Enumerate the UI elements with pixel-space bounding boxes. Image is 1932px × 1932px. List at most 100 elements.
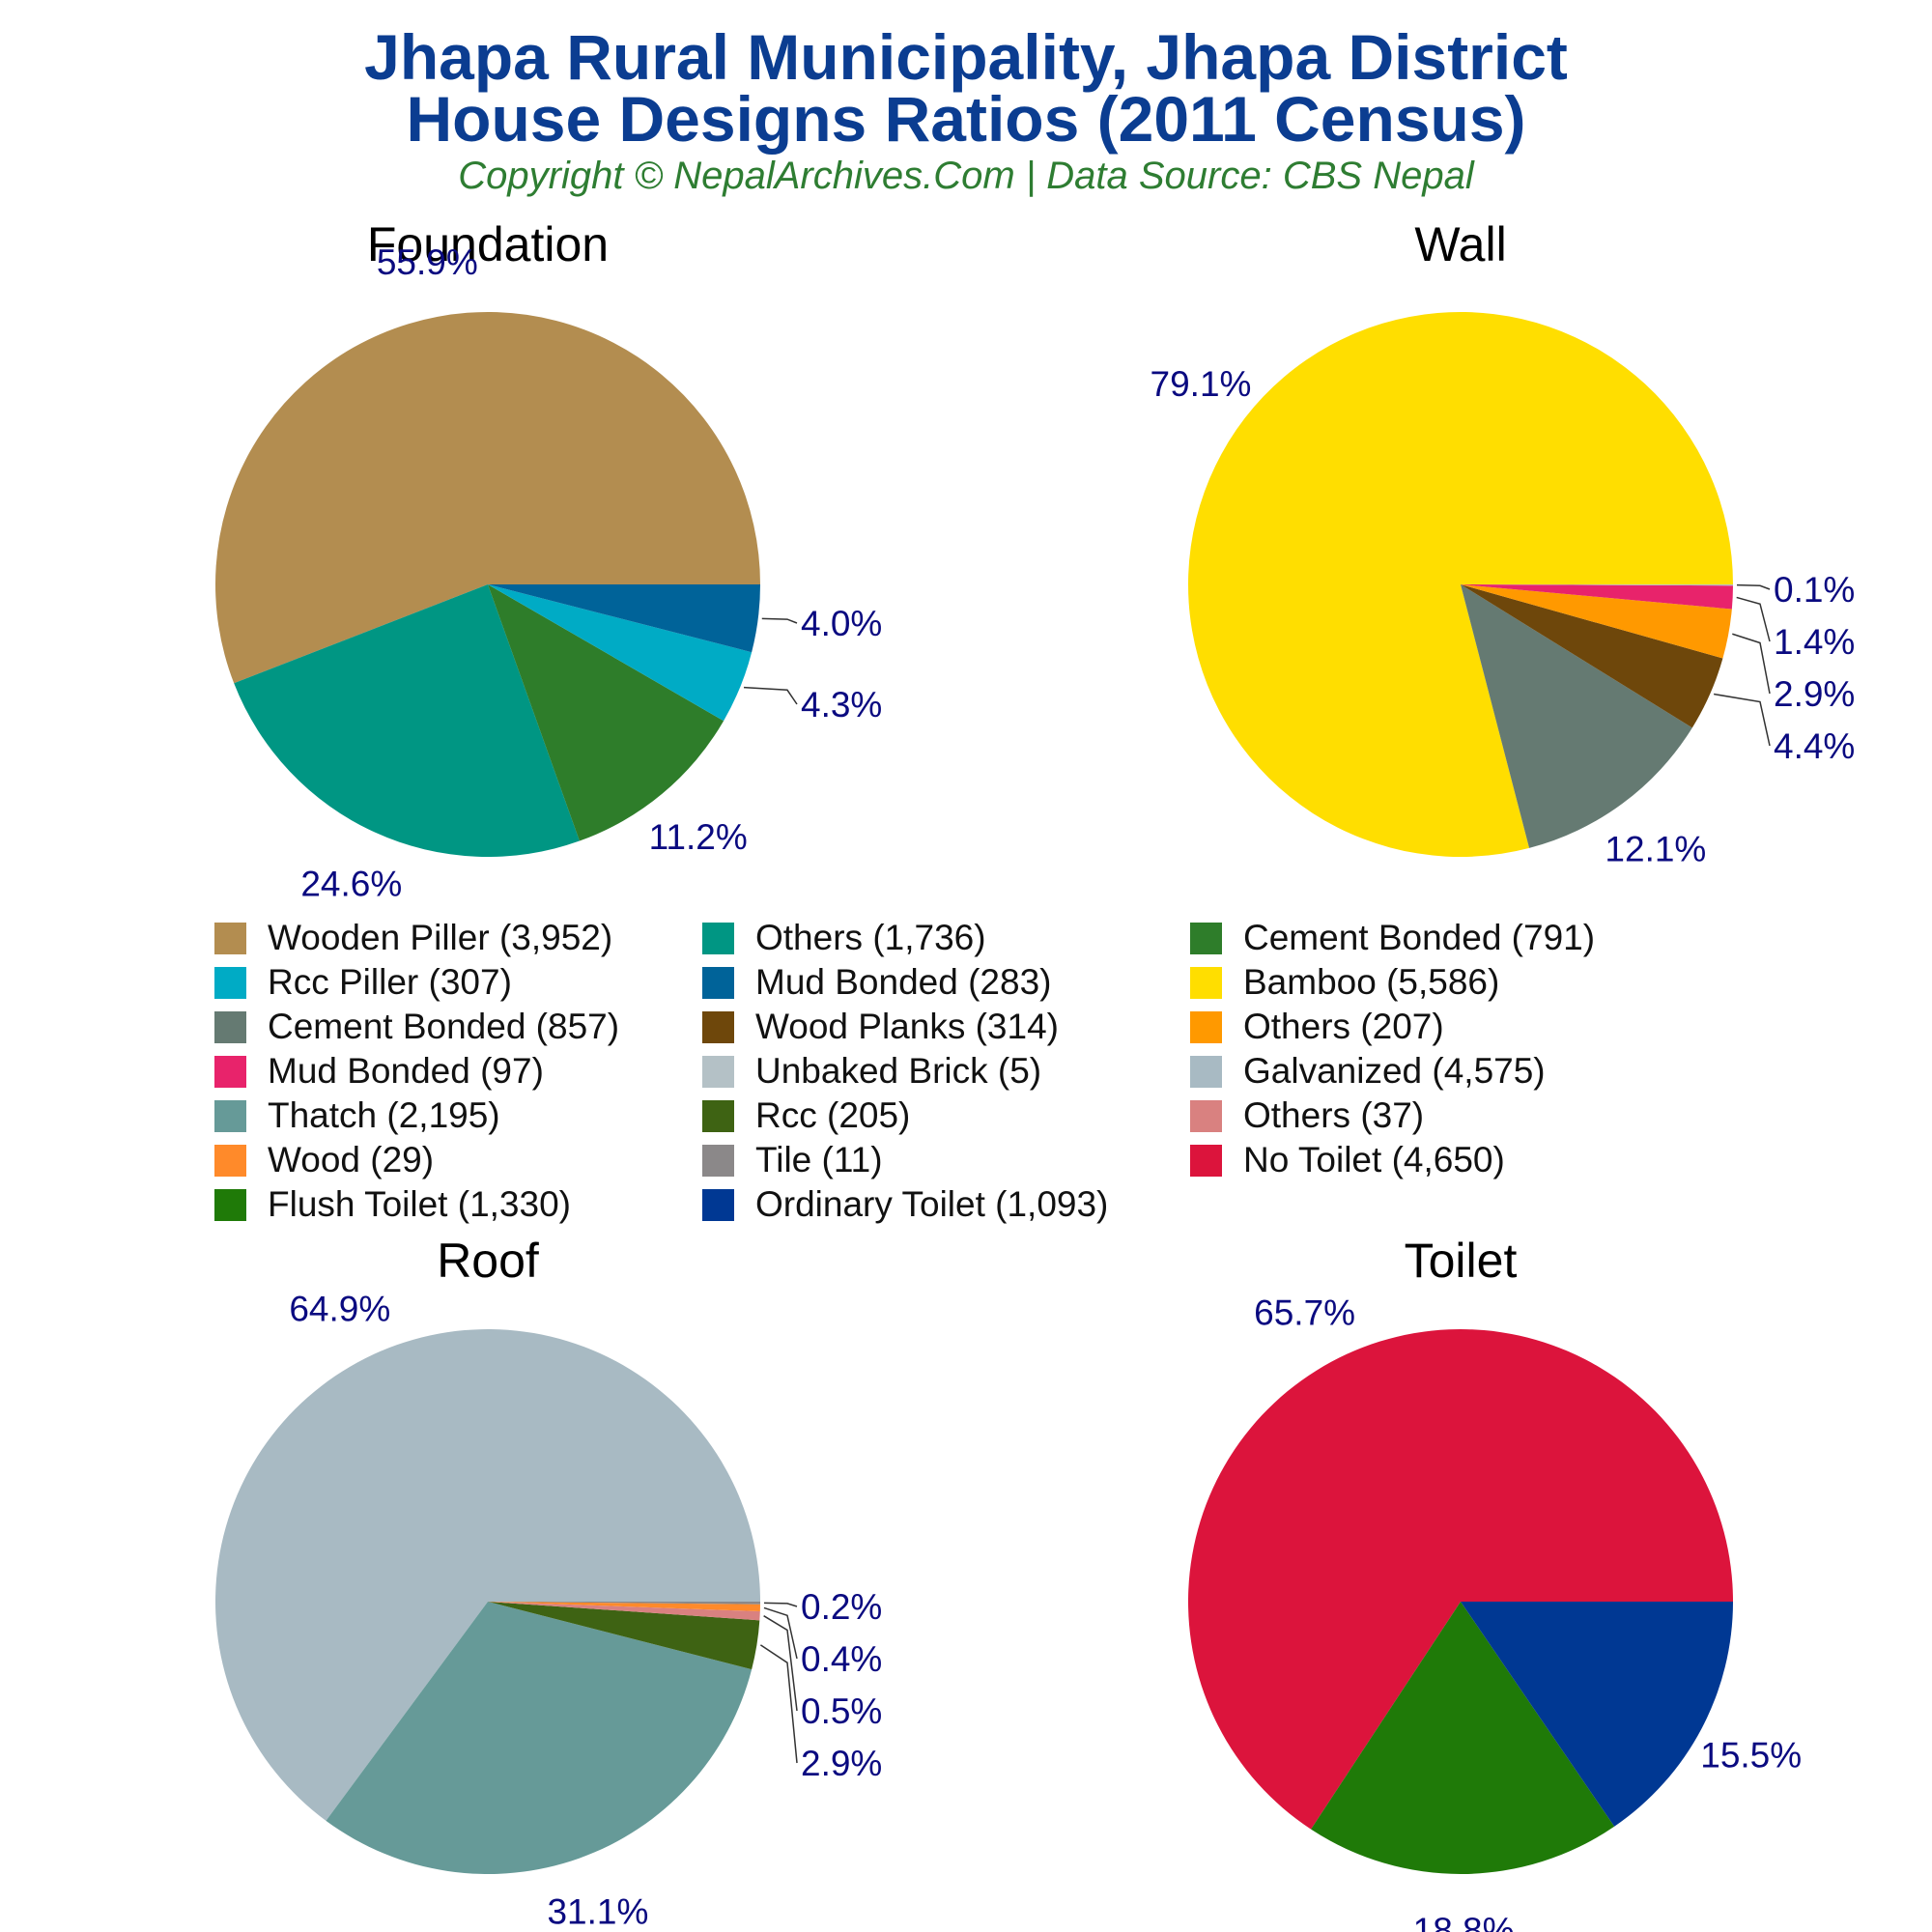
leader-line: [1732, 633, 1771, 695]
slice-unbaked-brick: [1461, 584, 1733, 586]
legend-swatch: [1190, 1055, 1222, 1088]
legend-item: Tile (11): [702, 1138, 883, 1182]
legend-label: Thatch (2,195): [268, 1095, 500, 1135]
legend-label: Mud Bonded (97): [268, 1051, 544, 1091]
slice-galvanized: [214, 1328, 760, 1821]
legend-label: No Toilet (4,650): [1243, 1140, 1505, 1179]
leader-line: [1736, 596, 1771, 642]
slice-percent-label: 0.2%: [801, 1587, 882, 1627]
legend-item: Rcc (205): [702, 1094, 910, 1138]
legend-swatch: [214, 1055, 246, 1088]
slice-percent-label: 0.1%: [1774, 570, 1855, 610]
legend-item: Thatch (2,195): [214, 1094, 500, 1138]
legend-item: Cement Bonded (857): [214, 1005, 619, 1049]
legend-swatch: [702, 1144, 734, 1177]
legend-swatch: [702, 1010, 734, 1043]
slice-others: [1461, 584, 1732, 659]
legend-item: Wood (29): [214, 1138, 434, 1182]
leader-line: [1714, 693, 1771, 747]
legend-label: Others (1,736): [755, 918, 986, 957]
leader-line: [759, 1644, 798, 1764]
pie-title: Foundation: [367, 217, 609, 271]
slice-percent-label: 15.5%: [1700, 1736, 1802, 1776]
legend-swatch: [702, 922, 734, 954]
legend-label: Unbaked Brick (5): [755, 1051, 1042, 1091]
legend-swatch: [214, 922, 246, 954]
slice-percent-label: 4.4%: [1774, 726, 1855, 766]
slice-rcc-piller: [488, 584, 753, 722]
legend-label: Flush Toilet (1,330): [268, 1184, 571, 1224]
slice-tile: [488, 1602, 760, 1605]
slice-percent-label: 79.1%: [1151, 364, 1252, 404]
legend-label: Cement Bonded (791): [1243, 918, 1596, 957]
legend-label: Wood Planks (314): [755, 1007, 1059, 1046]
legend-label: Bamboo (5,586): [1243, 962, 1500, 1002]
leader-line: [743, 686, 798, 705]
leader-line: [1736, 583, 1771, 590]
slice-wood: [488, 1602, 760, 1612]
legend-swatch: [214, 966, 246, 999]
chart-title-line-2: House Designs Ratios (2011 Census): [406, 83, 1526, 155]
legend-label: Rcc Piller (307): [268, 962, 512, 1002]
slice-percent-label: 2.9%: [1774, 674, 1855, 714]
legend-swatch: [214, 1188, 246, 1221]
slice-wood-planks: [1461, 584, 1723, 728]
legend-label: Wood (29): [268, 1140, 435, 1179]
pie-title: Toilet: [1405, 1234, 1518, 1288]
legend-item: Wood Planks (314): [702, 1005, 1059, 1049]
legend-swatch: [214, 1010, 246, 1043]
legend-item: Wooden Piller (3,952): [214, 916, 612, 960]
legend-swatch: [1190, 922, 1222, 954]
pie-roof: Roof 64.9% 31.1% 0.2% 0.4% 0.5% 2.9%: [214, 1234, 882, 1931]
slice-percent-label: 0.5%: [801, 1691, 882, 1731]
legend-label: Ordinary Toilet (1,093): [755, 1184, 1109, 1224]
leader-line: [761, 617, 798, 624]
legend-label: Galvanized (4,575): [1243, 1051, 1546, 1091]
slice-percent-label: 4.0%: [801, 604, 882, 643]
legend-swatch: [1190, 1010, 1222, 1043]
slice-percent-label: 55.9%: [377, 242, 478, 282]
slice-percent-label: 12.1%: [1605, 830, 1706, 869]
leader-line: [763, 1606, 798, 1660]
slice-others: [234, 584, 580, 857]
slice-percent-label: 18.8%: [1413, 1911, 1515, 1932]
leader-line: [763, 1602, 798, 1607]
legend-item: Unbaked Brick (5): [702, 1049, 1041, 1094]
slice-percent-label: 0.4%: [801, 1639, 882, 1679]
slice-percent-label: 24.6%: [300, 864, 402, 903]
slice-percent-label: 11.2%: [649, 817, 748, 857]
legend-label: Rcc (205): [755, 1095, 911, 1135]
pie-wall: Wall 79.1% 12.1% 0.1% 1.4% 2.9% 4.4%: [1151, 217, 1856, 869]
legend-item: Rcc Piller (307): [214, 960, 512, 1005]
legend-item: Mud Bonded (283): [702, 960, 1051, 1005]
slice-mud-bonded: [1461, 584, 1733, 610]
slice-percent-label: 64.9%: [289, 1289, 390, 1328]
legend-label: Cement Bonded (857): [268, 1007, 620, 1046]
legend-item: Flush Toilet (1,330): [214, 1182, 571, 1227]
legend-item: Ordinary Toilet (1,093): [702, 1182, 1108, 1227]
legend-item: Bamboo (5,586): [1190, 960, 1499, 1005]
legend-swatch: [1190, 1144, 1222, 1177]
legend-swatch: [214, 1099, 246, 1132]
slice-percent-label: 1.4%: [1774, 622, 1855, 662]
legend-swatch: [1190, 1099, 1222, 1132]
slice-percent-label: 2.9%: [801, 1744, 882, 1783]
slice-others: [488, 1602, 760, 1621]
slice-wooden-piller: [215, 311, 761, 684]
legend: Wooden Piller (3,952) Others (1,736) Cemen…: [214, 916, 1721, 1235]
legend-item: Cement Bonded (791): [1190, 916, 1595, 960]
slice-percent-label: 31.1%: [547, 1891, 648, 1931]
leader-line: [763, 1615, 798, 1712]
slice-thatch: [326, 1602, 753, 1874]
legend-label: Wooden Piller (3,952): [268, 918, 613, 957]
slice-no-toilet: [1188, 1328, 1733, 1830]
legend-item: Galvanized (4,575): [1190, 1049, 1546, 1094]
chart-subtitle: Copyright © NepalArchives.Com | Data Sou…: [458, 155, 1474, 197]
pie-toilet: Toilet 65.7% 18.8% 15.5%: [1188, 1234, 1802, 1932]
legend-label: Others (207): [1243, 1007, 1444, 1046]
slice-rcc: [488, 1602, 760, 1670]
slice-cement-bonded: [1461, 584, 1692, 848]
legend-swatch: [702, 1099, 734, 1132]
